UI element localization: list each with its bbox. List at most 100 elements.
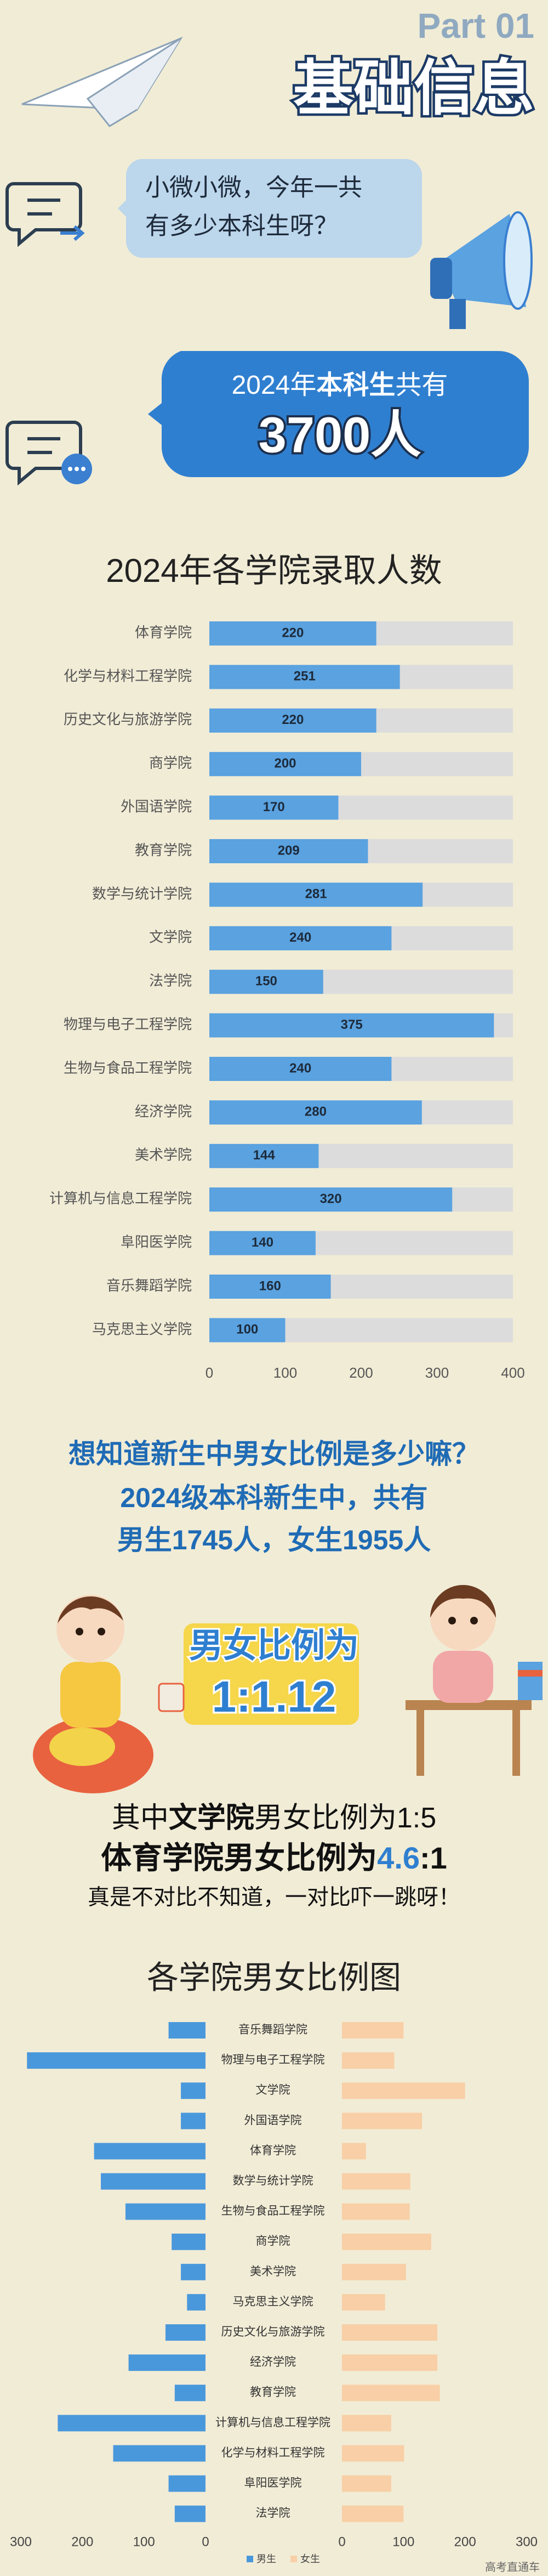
x-tick-label: 100 bbox=[392, 2534, 414, 2549]
bar bbox=[342, 2415, 391, 2432]
bar bbox=[128, 2354, 206, 2371]
x-tick-label: 100 bbox=[133, 2534, 155, 2549]
legend-swatch bbox=[247, 2556, 253, 2562]
bar bbox=[181, 2263, 206, 2280]
category-label: 阜阳医学院 bbox=[244, 2477, 302, 2489]
category-label: 生物与食品工程学院 bbox=[221, 2205, 325, 2217]
category-label: 体育学院 bbox=[250, 2144, 296, 2157]
category-label: 文学院 bbox=[256, 2084, 290, 2097]
ratio-line: 男生1745人，女生1955人 bbox=[117, 1525, 431, 1555]
value-label: 375 bbox=[341, 1017, 363, 1032]
category-label: 计算机与信息工程学院 bbox=[49, 1190, 192, 1207]
x-tick-label: 0 bbox=[202, 2534, 209, 2549]
fact-part: 体育学院男女比例为 bbox=[101, 1841, 377, 1875]
bar bbox=[174, 2385, 206, 2402]
bar bbox=[94, 2143, 206, 2160]
category-label: 商学院 bbox=[256, 2235, 290, 2247]
category-label: 计算机与信息工程学院 bbox=[215, 2416, 330, 2429]
value-label: 320 bbox=[320, 1192, 342, 1207]
bar bbox=[342, 2475, 391, 2492]
bar bbox=[27, 2052, 206, 2069]
bar bbox=[209, 1100, 422, 1125]
bar bbox=[342, 2505, 404, 2522]
bar bbox=[342, 2082, 465, 2099]
bar bbox=[168, 2475, 206, 2492]
category-label: 外国语学院 bbox=[244, 2114, 302, 2127]
category-label: 美术学院 bbox=[135, 1147, 192, 1163]
value-label: 200 bbox=[274, 756, 296, 771]
bar bbox=[342, 2173, 410, 2190]
category-label: 历史文化与旅游学院 bbox=[64, 711, 192, 728]
megaphone bbox=[430, 211, 533, 329]
value-label: 281 bbox=[305, 887, 327, 902]
bar bbox=[209, 926, 392, 950]
x-tick-label: 400 bbox=[501, 1365, 524, 1381]
pencil-cup bbox=[158, 1683, 185, 1712]
bar bbox=[209, 839, 368, 863]
x-tick-label: 200 bbox=[71, 2534, 93, 2549]
answer-text: 2024年本科生共有 bbox=[232, 371, 448, 400]
fact-part: 男女比例为1:5 bbox=[254, 1802, 436, 1834]
category-label: 马克思主义学院 bbox=[92, 1321, 192, 1337]
answer-total: 3700人 bbox=[259, 407, 421, 463]
bar bbox=[209, 1143, 319, 1168]
category-label: 物理与电子工程学院 bbox=[221, 2054, 325, 2067]
badge-ratio: 1:1.12 bbox=[212, 1672, 336, 1721]
chart-title: 各学院男女比例图 bbox=[147, 1960, 401, 1995]
category-label: 化学与材料工程学院 bbox=[64, 667, 192, 684]
category-label: 生物与食品工程学院 bbox=[64, 1060, 192, 1076]
category-label: 法学院 bbox=[149, 972, 192, 989]
bar bbox=[187, 2294, 206, 2311]
bar bbox=[113, 2445, 206, 2462]
fact: 其中文学院男女比例为1:5 bbox=[112, 1802, 436, 1834]
value-label: 209 bbox=[278, 843, 300, 858]
x-tick-label: 300 bbox=[10, 2534, 32, 2549]
ratio-line: 2024级本科新生中，共有 bbox=[120, 1482, 427, 1513]
bar bbox=[342, 2052, 395, 2069]
category-label: 音乐舞蹈学院 bbox=[106, 1277, 192, 1294]
value-label: 251 bbox=[294, 669, 316, 684]
bar bbox=[209, 1318, 286, 1343]
bar bbox=[342, 2385, 440, 2402]
legend-label: 男生 bbox=[256, 2554, 276, 2564]
category-label: 化学与材料工程学院 bbox=[221, 2447, 325, 2459]
x-tick-label: 200 bbox=[349, 1365, 373, 1381]
category-label: 文学院 bbox=[149, 929, 192, 946]
category-label: 马克思主义学院 bbox=[233, 2295, 313, 2308]
paper-plane-fold bbox=[86, 37, 181, 127]
category-label: 数学与统计学院 bbox=[92, 885, 192, 902]
fact: 体育学院男女比例为4.6:1 bbox=[101, 1841, 447, 1875]
value-label: 140 bbox=[252, 1235, 273, 1250]
bar bbox=[125, 2203, 206, 2220]
x-tick-label: 0 bbox=[206, 1365, 213, 1381]
legend-swatch bbox=[290, 2556, 297, 2562]
value-label: 240 bbox=[289, 1061, 311, 1075]
bar bbox=[342, 2233, 431, 2250]
value-label: 144 bbox=[253, 1148, 276, 1163]
ratio-badge bbox=[184, 1623, 359, 1725]
section-title: 基础信息 bbox=[293, 55, 534, 122]
bar bbox=[342, 2324, 438, 2341]
answer-highlight: 本科生 bbox=[316, 371, 395, 400]
bar bbox=[209, 970, 323, 994]
category-label: 美术学院 bbox=[250, 2265, 296, 2278]
category-label: 教育学院 bbox=[135, 842, 192, 858]
bar bbox=[172, 2233, 206, 2250]
category-label: 历史文化与旅游学院 bbox=[221, 2326, 325, 2339]
bar bbox=[342, 2143, 366, 2160]
value-label: 220 bbox=[282, 712, 304, 727]
x-tick-label: 200 bbox=[454, 2534, 476, 2549]
chat-icon bbox=[5, 182, 85, 247]
question-bubble bbox=[118, 159, 422, 258]
x-tick-label: 300 bbox=[516, 2534, 538, 2549]
remark: 真是不对比不知道，一对比吓一跳呀！ bbox=[88, 1886, 460, 1910]
bar bbox=[342, 2203, 410, 2220]
category-label: 经济学院 bbox=[135, 1103, 192, 1119]
bar bbox=[209, 665, 400, 689]
fact-highlight: 文学院 bbox=[169, 1802, 254, 1834]
answer-part: 共有 bbox=[395, 371, 448, 400]
fact-part: 其中 bbox=[112, 1802, 169, 1834]
bar bbox=[209, 1275, 331, 1299]
question-line: 有多少本科生呀？ bbox=[145, 213, 338, 240]
